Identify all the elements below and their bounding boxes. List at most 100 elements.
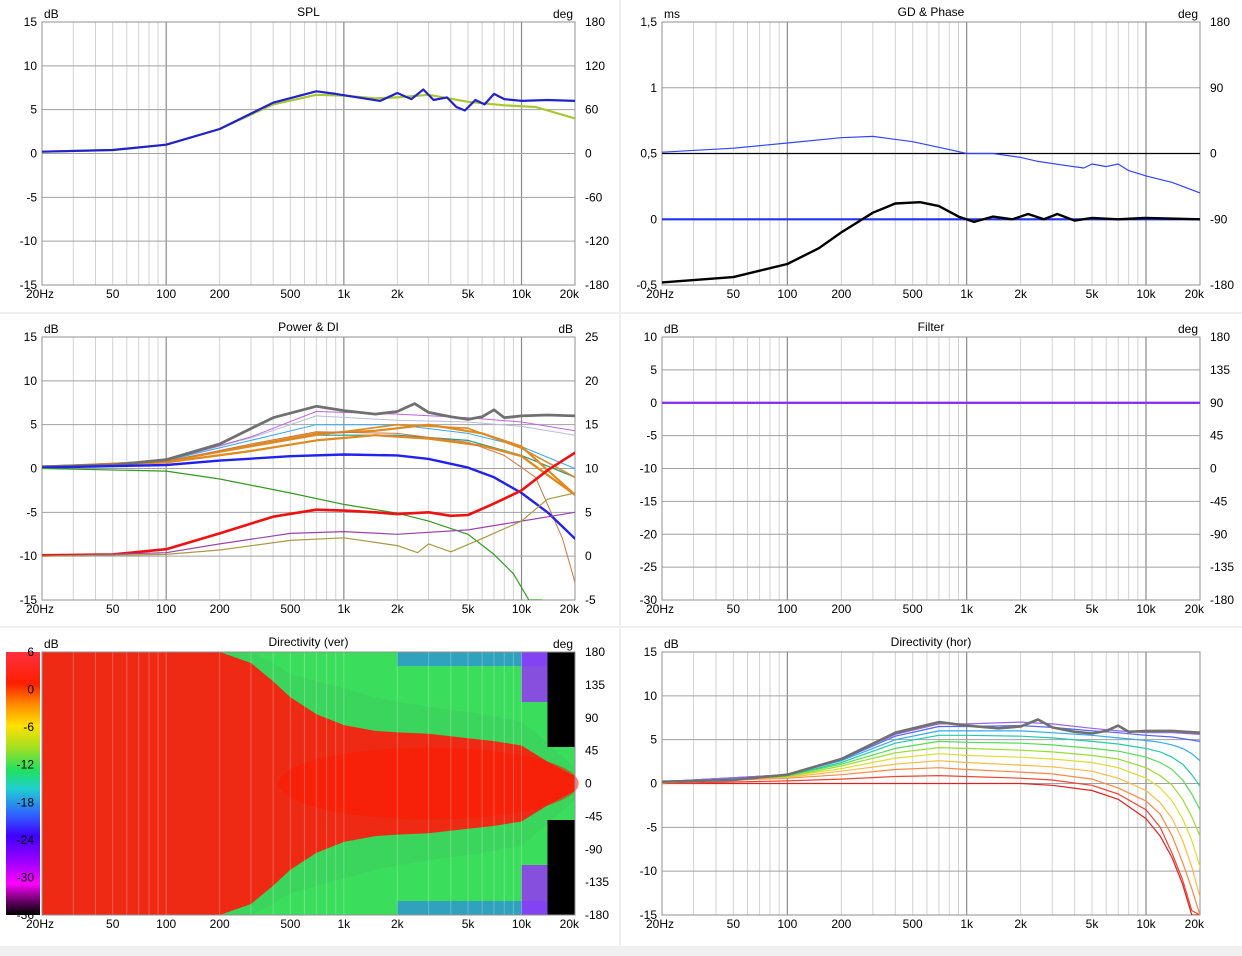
y-axis-unit: ms xyxy=(664,7,680,21)
heat-core xyxy=(278,747,579,820)
x-tick-label: 100 xyxy=(777,602,797,616)
y2-tick-label: 20 xyxy=(585,374,599,388)
x-tick-label: 20Hz xyxy=(26,917,54,931)
y2-tick-label: 90 xyxy=(585,711,599,725)
y2-tick-label: -135 xyxy=(1210,560,1234,574)
x-tick-label: 100 xyxy=(777,917,797,931)
y2-axis-unit: deg xyxy=(553,7,573,21)
heat-purple-bottom xyxy=(521,865,548,915)
chart-filter: 1050-5-10-15-20-25-3018013590450-45-90-1… xyxy=(621,314,1242,626)
x-tick-label: 500 xyxy=(280,602,300,616)
x-tick-label: 5k xyxy=(462,917,476,931)
y-tick-label: -5 xyxy=(646,820,657,834)
y-tick-label: -15 xyxy=(640,908,658,922)
x-tick-label: 200 xyxy=(210,287,230,301)
series-line-1 xyxy=(42,88,575,153)
y-tick-label: 0 xyxy=(650,212,657,226)
colorbar-tick-label: -30 xyxy=(17,870,35,884)
y2-tick-label: -180 xyxy=(1210,593,1234,607)
series-line-6 xyxy=(662,740,1200,811)
y2-tick-label: -180 xyxy=(585,908,609,922)
y2-tick-label: 0 xyxy=(585,549,592,563)
y2-tick-label: -45 xyxy=(585,809,603,823)
x-tick-label: 5k xyxy=(1086,287,1100,301)
y-tick-label: -10 xyxy=(20,234,38,248)
y2-tick-label: 45 xyxy=(1210,429,1224,443)
chart-title: SPL xyxy=(297,5,320,19)
colorbar-tick-label: -12 xyxy=(17,758,35,772)
y-tick-label: 0 xyxy=(650,396,657,410)
series-line-11 xyxy=(42,451,575,557)
x-tick-label: 5k xyxy=(1086,602,1100,616)
x-tick-label: 20k xyxy=(1185,287,1205,301)
y2-tick-label: 90 xyxy=(1210,81,1224,95)
y-tick-label: 15 xyxy=(644,645,658,659)
series-line-9 xyxy=(42,453,575,540)
y-axis-unit: dB xyxy=(664,637,679,651)
chart-title: Directivity (ver) xyxy=(269,635,349,649)
y-tick-label: 0 xyxy=(30,147,37,161)
y-axis-unit: dB xyxy=(44,7,59,21)
y2-tick-label: 180 xyxy=(1210,15,1230,29)
heat-band-top xyxy=(42,652,575,777)
y-tick-label: -10 xyxy=(640,864,658,878)
colorbar-tick-label: 0 xyxy=(27,683,34,697)
x-tick-label: 10k xyxy=(1136,287,1156,301)
x-tick-label: 1k xyxy=(960,287,974,301)
y2-tick-label: -5 xyxy=(585,593,596,607)
x-tick-label: 200 xyxy=(210,917,230,931)
x-tick-label: 1k xyxy=(960,917,974,931)
x-tick-label: 50 xyxy=(106,287,120,301)
x-tick-label: 20Hz xyxy=(26,287,54,301)
y-tick-label: 5 xyxy=(650,363,657,377)
x-tick-label: 2k xyxy=(1014,917,1028,931)
y-tick-label: -10 xyxy=(20,549,38,563)
y2-tick-label: 90 xyxy=(1210,396,1224,410)
x-tick-label: 50 xyxy=(727,287,741,301)
x-tick-label: 100 xyxy=(156,917,176,931)
y2-tick-label: -180 xyxy=(1210,278,1234,292)
series-group xyxy=(42,402,575,600)
y2-tick-label: 120 xyxy=(585,59,605,73)
colorbar-tick-label: -36 xyxy=(17,908,35,922)
y2-tick-label: -60 xyxy=(585,190,603,204)
y-tick-label: 1,5 xyxy=(640,15,657,29)
y2-axis-unit: deg xyxy=(1178,322,1198,336)
y2-tick-label: -120 xyxy=(585,234,609,248)
series-line-0 xyxy=(662,782,1200,915)
x-tick-label: 200 xyxy=(210,602,230,616)
x-tick-label: 2k xyxy=(391,287,405,301)
x-tick-label: 100 xyxy=(156,602,176,616)
series-group xyxy=(662,135,1200,284)
y2-tick-label: 180 xyxy=(585,15,605,29)
y2-tick-label: 60 xyxy=(585,103,599,117)
x-tick-label: 5k xyxy=(462,602,476,616)
y2-tick-label: -180 xyxy=(585,278,609,292)
series-line-10 xyxy=(42,467,543,600)
y2-tick-label: 180 xyxy=(1210,330,1230,344)
y2-tick-label: 5 xyxy=(585,505,592,519)
series-line-7 xyxy=(42,431,575,583)
x-tick-label: 2k xyxy=(391,602,405,616)
y2-tick-label: 25 xyxy=(585,330,599,344)
y2-axis-unit: dB xyxy=(558,322,573,336)
series-line-2 xyxy=(662,767,1200,915)
y-tick-label: 5 xyxy=(30,103,37,117)
y-tick-label: 10 xyxy=(24,374,38,388)
y-tick-label: -25 xyxy=(640,560,658,574)
x-tick-label: 1k xyxy=(338,287,352,301)
x-tick-label: 500 xyxy=(280,917,300,931)
x-tick-label: 1k xyxy=(960,602,974,616)
colorbar-tick-label: -18 xyxy=(17,795,35,809)
y2-tick-label: 45 xyxy=(585,744,599,758)
plot-border xyxy=(41,21,576,286)
y-tick-label: -5 xyxy=(646,429,657,443)
heat-purple-top xyxy=(521,652,548,702)
y-tick-label: 0 xyxy=(650,777,657,791)
colorbar-tick-label: -24 xyxy=(17,833,35,847)
y2-tick-label: -45 xyxy=(1210,494,1228,508)
y-tick-label: -20 xyxy=(640,527,658,541)
